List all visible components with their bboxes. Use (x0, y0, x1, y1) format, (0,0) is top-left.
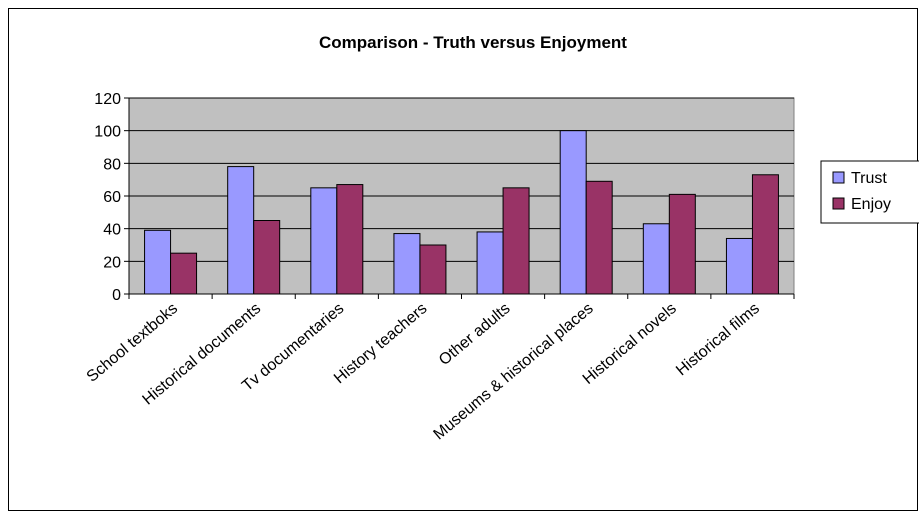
bar-trust (227, 166, 255, 295)
legend-swatch-enjoy (832, 197, 845, 210)
bar-trust (310, 187, 338, 295)
bar-enjoy (585, 180, 613, 295)
bar-trust (476, 231, 504, 295)
y-tick-label: 20 (103, 254, 121, 271)
x-category-label: Museums & historical places (431, 300, 597, 443)
chart-title: Comparison - Truth versus Enjoyment (319, 33, 627, 52)
bars (144, 130, 779, 295)
bar-trust (725, 237, 753, 295)
y-tick-label: 60 (103, 189, 121, 206)
bar-enjoy (502, 187, 530, 295)
y-tick-label: 40 (103, 222, 121, 239)
bar-trust (393, 233, 421, 295)
legend-swatch-trust (832, 171, 845, 184)
bar-enjoy (419, 244, 447, 295)
y-tick-labels: 0 20 40 60 80 100 120 (94, 91, 121, 304)
y-tick-label: 120 (94, 91, 121, 108)
bar-trust (144, 229, 172, 295)
chart-svg: Comparison - Truth versus Enjoyment 0 20 4… (84, 33, 919, 443)
legend-label-enjoy: Enjoy (851, 196, 891, 213)
y-tick-label: 0 (112, 287, 121, 304)
x-category-label: Other adults (436, 300, 514, 369)
y-tick-label: 80 (103, 156, 121, 173)
y-tick-label: 100 (94, 124, 121, 141)
bar-enjoy (336, 184, 364, 295)
legend-box (820, 160, 919, 224)
axes (124, 97, 795, 299)
bar-enjoy (253, 220, 281, 295)
bar-enjoy (751, 174, 779, 295)
x-category-label: Historical films (673, 300, 763, 379)
chart-frame: Comparison - Truth versus Enjoyment 0 20 4… (8, 8, 919, 511)
bar-enjoy (668, 193, 696, 295)
legend: Trust Enjoy (820, 160, 919, 224)
bar-trust (559, 130, 587, 295)
bar-trust (642, 223, 670, 295)
legend-label-trust: Trust (851, 170, 887, 187)
bar-enjoy (170, 252, 198, 295)
